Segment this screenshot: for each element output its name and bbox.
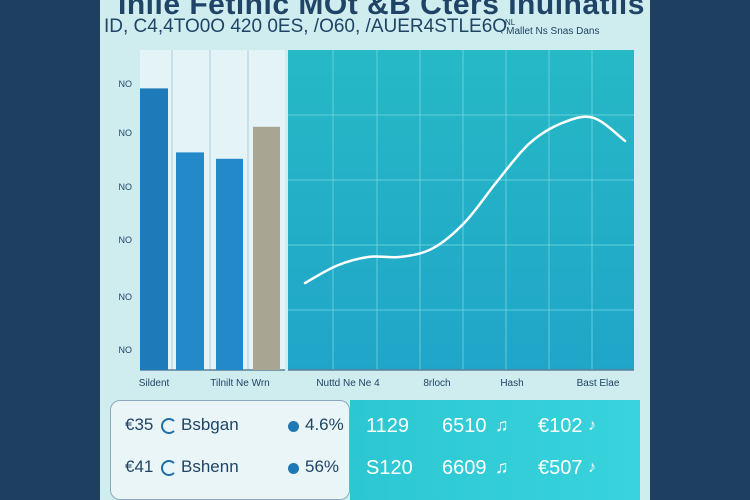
series-line: [303, 115, 627, 285]
stat-price: €35: [125, 415, 154, 434]
line-tick-label: Hash: [500, 378, 523, 389]
line-tick-label: Nuttd Ne Ne 4: [316, 378, 380, 389]
chart-subtitle: ID, C4,4TO0O 420 0ES, /O60, /AUER4STLE6O: [104, 16, 508, 37]
bar-tick-label: NO: [119, 292, 133, 302]
bar-tick-label: NO: [119, 235, 133, 245]
value-cell: €102: [538, 415, 583, 437]
value-cell: €507: [538, 457, 583, 479]
line-tick-label: Bast Elae: [577, 378, 620, 389]
music-note-icon: ♪: [588, 459, 596, 476]
bar-tick-label: NO: [119, 128, 133, 138]
status-dot-icon: [288, 421, 299, 432]
stat-row: €41 Bshenn 56%: [111, 457, 351, 487]
refresh-icon: [161, 460, 177, 476]
chart-title: Iniie Fetinic MOt &B Cters Inulnatils: [118, 0, 645, 21]
header-note-small: NL: [505, 18, 516, 27]
stat-name: Bshenn: [181, 457, 239, 476]
stat-percent: 4.6%: [305, 415, 344, 434]
values-row: S120 6609 ♫ €507 ♪: [350, 457, 640, 487]
values-row: 1129 6510 ♫ €102 ♪: [350, 415, 640, 445]
music-note-icon: ♫: [495, 415, 509, 435]
line-plot-area: [288, 50, 634, 370]
music-note-icon: ♫: [495, 457, 509, 477]
stat-percent: 56%: [305, 457, 340, 476]
header-note-text: ‹ Mallet Ns Snas Dans: [500, 26, 600, 37]
bar-tick-label: NO: [119, 79, 133, 89]
bar: [253, 126, 280, 370]
value-cell: S120: [366, 457, 413, 479]
stats-card: €35 Bsbgan 4.6% €41 Bshenn 56%: [110, 400, 350, 500]
stat-price: €41: [125, 457, 154, 476]
stat-name: Bsbgan: [181, 415, 239, 434]
bar: [140, 88, 168, 371]
music-note-icon: ♪: [588, 417, 596, 434]
stat-row: €35 Bsbgan 4.6%: [111, 415, 351, 445]
bar-category-label: Sildent: [139, 378, 170, 389]
refresh-icon: [161, 418, 177, 434]
value-cell: 1129: [366, 415, 410, 437]
value-cell: 6510: [442, 415, 487, 437]
bar: [176, 152, 204, 370]
bar: [216, 158, 243, 370]
bar-tick-label: NO: [119, 182, 133, 192]
header-note: NL ‹ Mallet Ns Snas Dans: [500, 18, 600, 37]
bar-category-label: Tilnilt Ne Wrn: [210, 378, 269, 389]
status-dot-icon: [288, 463, 299, 474]
bar-tick-label: NO: [119, 345, 133, 355]
line-tick-label: 8rloch: [423, 378, 450, 389]
values-panel: 1129 6510 ♫ €102 ♪ S120 6609 ♫ €507 ♪: [350, 400, 640, 500]
value-cell: 6609: [442, 457, 487, 479]
